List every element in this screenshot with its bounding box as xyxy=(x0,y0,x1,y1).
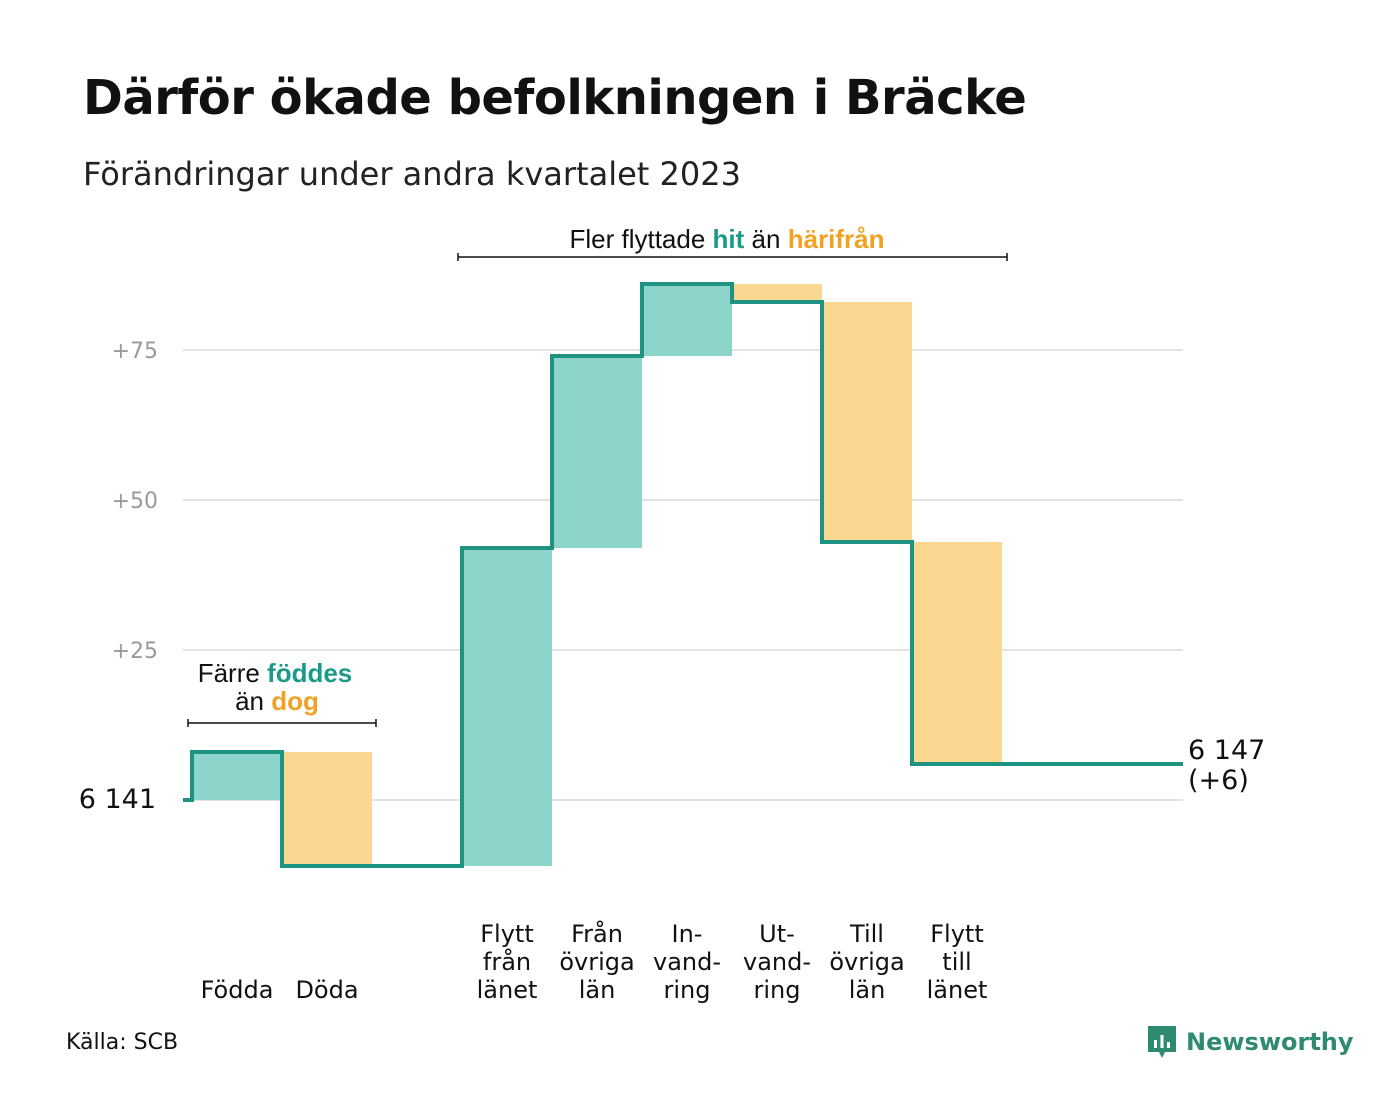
cumulative-step-line xyxy=(183,282,1183,868)
bar-8 xyxy=(912,542,1002,764)
category-label-3-0: Flytt xyxy=(480,920,534,948)
category-label-4-1: övriga xyxy=(559,948,634,976)
waterfall-chart: 6 141+25+50+75 Födda DödaFlyttfrånlänetFr… xyxy=(79,224,1266,1004)
bar-layer xyxy=(192,284,1002,866)
end-value-label: 6 147 xyxy=(1188,735,1265,766)
bar-4 xyxy=(552,356,642,548)
newsworthy-logo-icon xyxy=(1148,1026,1176,1058)
end-change-label: (+6) xyxy=(1188,765,1249,796)
category-label-8-1: till xyxy=(942,948,971,976)
category-label-6-1: vand- xyxy=(743,948,811,976)
line-layer xyxy=(183,282,1183,868)
category-label-7-1: övriga xyxy=(829,948,904,976)
annotation-migration-bracket xyxy=(457,253,1008,261)
category-label-4-2: län xyxy=(579,976,616,1004)
category-label-5-1: vand- xyxy=(653,948,721,976)
bar-6 xyxy=(732,284,822,302)
bar-1 xyxy=(282,752,372,866)
y-tick-label-1: +50 xyxy=(112,489,158,514)
category-label-5-0: In- xyxy=(672,920,703,948)
annotation-natural-line1: Färre föddes xyxy=(198,658,353,688)
y-tick-label-2: +75 xyxy=(112,339,158,364)
chart-title: Därför ökade befolkningen i Bräcke xyxy=(83,70,1027,126)
category-label-3-1: från xyxy=(483,947,531,976)
bar-3 xyxy=(462,548,552,866)
chart-subtitle: Förändringar under andra kvartalet 2023 xyxy=(83,155,741,193)
category-label-4-0: Från xyxy=(571,919,623,948)
category-label-7-2: län xyxy=(849,976,886,1004)
annotation-natural-bracket xyxy=(187,719,377,727)
category-label-6-2: ring xyxy=(754,976,801,1004)
category-label-7-0: Till xyxy=(849,920,884,948)
y-tick-label-0: +25 xyxy=(112,639,158,664)
bar-7 xyxy=(822,302,912,542)
category-label-5-2: ring xyxy=(664,976,711,1004)
bar-5 xyxy=(642,284,732,356)
baseline-label: 6 141 xyxy=(79,784,156,815)
brand-name: Newsworthy xyxy=(1186,1028,1354,1056)
category-label-6-0: Ut- xyxy=(759,920,795,948)
category-label-8-2: länet xyxy=(927,976,988,1004)
category-label-3-2: länet xyxy=(477,976,538,1004)
category-label-8-0: Flytt xyxy=(930,920,984,948)
bar-0 xyxy=(192,752,282,800)
category-label-0-0: Födda xyxy=(201,976,274,1004)
annotation-migration: Fler flyttade hit än härifrån xyxy=(569,224,884,254)
annotation-natural-line2: än dog xyxy=(235,686,319,716)
brand-logo[interactable]: Newsworthy xyxy=(1146,1024,1354,1060)
source-note: Källa: SCB xyxy=(66,1030,179,1055)
label-layer: Födda DödaFlyttfrånlänetFrånövrigalänIn-v… xyxy=(201,735,1266,1004)
grid-layer: 6 141 +25 +50 +75 xyxy=(79,339,1183,815)
category-label-1-0: Döda xyxy=(295,976,358,1004)
